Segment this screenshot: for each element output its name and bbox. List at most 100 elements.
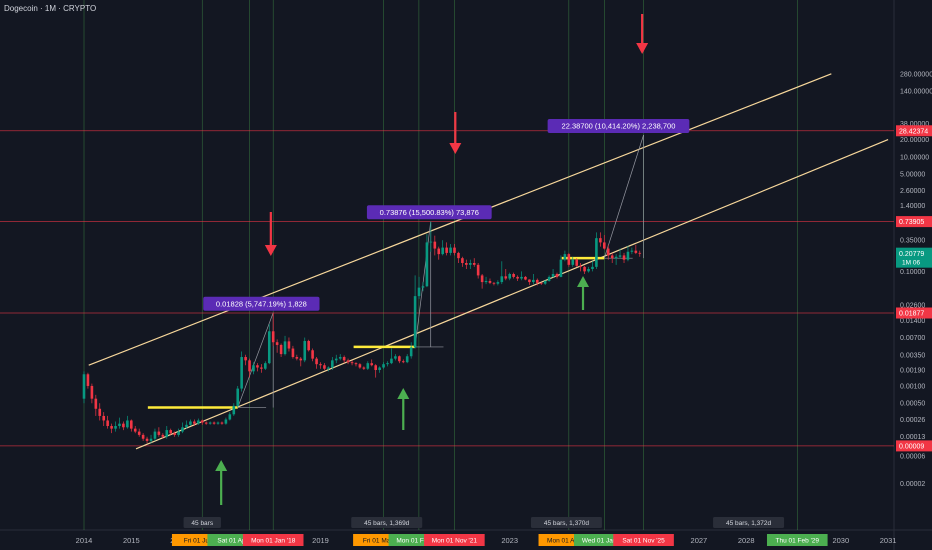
- svg-text:Fri 01 May '20: Fri 01 May '20: [363, 538, 404, 545]
- candle-body: [512, 273, 515, 277]
- svg-text:Mon 01 Apr '24: Mon 01 Apr '24: [547, 538, 591, 545]
- svg-text:0.73876 (15,500.83%) 73,876: 0.73876 (15,500.83%) 73,876: [380, 208, 479, 217]
- candle-body: [118, 423, 121, 427]
- y-tick-label: 0.02600: [900, 302, 925, 309]
- candle-body: [271, 331, 275, 343]
- candle-body: [204, 422, 208, 424]
- down-arrow-icon: [264, 212, 277, 256]
- date-label: Mon 01 Jan '18: [242, 534, 304, 546]
- measure-label: 0.73876 (15,500.83%) 73,876: [366, 205, 492, 220]
- y-tick-label: 0.10000: [900, 269, 925, 276]
- candle-body: [567, 254, 571, 265]
- candle-body: [492, 282, 496, 284]
- candle-body: [130, 420, 133, 429]
- bar-count-label: 45 bars, 1,372d: [713, 517, 785, 528]
- candle-body: [260, 367, 263, 369]
- channel-line-lower: [135, 138, 889, 450]
- candle-body: [591, 266, 594, 269]
- svg-text:Fri 01 Jul '16: Fri 01 Jul '16: [184, 538, 221, 545]
- y-tick-label: 0.35000: [900, 238, 925, 245]
- candle-body: [634, 250, 638, 253]
- svg-text:0.00009: 0.00009: [899, 443, 924, 450]
- candle-body: [157, 431, 161, 435]
- candle-body: [86, 374, 90, 386]
- candle-body: [520, 276, 523, 279]
- candle-body: [457, 252, 460, 259]
- x-tick-label: 2023: [501, 536, 518, 545]
- candle-body: [311, 350, 314, 359]
- candle-body: [405, 356, 409, 363]
- candle-body: [461, 258, 464, 263]
- candle-body: [169, 430, 173, 434]
- candle-body: [551, 273, 555, 277]
- x-tick-label: 2030: [832, 536, 849, 545]
- candle-body: [342, 357, 346, 361]
- x-axis[interactable]: 2014201520162017201820192020202120222023…: [76, 517, 897, 546]
- candle-body: [110, 426, 113, 429]
- y-tick-label: 0.00100: [900, 383, 925, 390]
- candle-body: [583, 266, 586, 272]
- candle-body: [295, 357, 299, 359]
- svg-text:45 bars: 45 bars: [191, 520, 213, 527]
- candle-body: [638, 252, 642, 254]
- candle-body: [232, 405, 236, 415]
- candle-body: [126, 420, 129, 428]
- candle-body: [398, 356, 401, 362]
- candle-body: [618, 255, 622, 257]
- y-tick-label: 140.00000: [900, 89, 932, 96]
- candle-body: [90, 385, 94, 399]
- candle-body: [319, 364, 322, 366]
- y-axis[interactable]: 280.00000 140.00000 38.00000 20.00000 10.000…: [896, 71, 932, 488]
- candle-body: [480, 275, 484, 283]
- svg-text:Thu 01 Feb '29: Thu 01 Feb '29: [776, 538, 820, 545]
- candle-body: [559, 259, 563, 277]
- candle-body: [323, 365, 326, 369]
- candle-body: [236, 388, 240, 406]
- candle-body: [390, 358, 393, 364]
- y-tick-label: 0.00002: [900, 481, 925, 488]
- candle-body: [504, 276, 508, 279]
- candle-body: [429, 241, 433, 243]
- candle-body: [394, 356, 397, 359]
- y-tick-label: 10.00000: [900, 154, 929, 161]
- candle-body: [421, 286, 425, 288]
- candle-body: [331, 360, 334, 368]
- y-tick-label: 0.00350: [900, 352, 925, 359]
- candle-body: [445, 247, 448, 253]
- x-tick-label: 2014: [76, 536, 93, 545]
- date-label: Mon 01 Nov '21: [424, 534, 485, 546]
- bar-count-label: 45 bars, 1,369d: [351, 517, 423, 528]
- vertical-markers: [83, 0, 798, 530]
- candle-body: [173, 433, 176, 435]
- up-arrow-icon: [215, 460, 228, 505]
- x-tick-label: 2019: [312, 536, 329, 545]
- svg-text:Sat 01 Nov '25: Sat 01 Nov '25: [622, 538, 665, 545]
- candle-body: [547, 276, 551, 281]
- price-label: 0.73905: [896, 216, 932, 228]
- candle-body: [516, 276, 519, 279]
- candle-body: [603, 242, 606, 249]
- price-label: 0.01877: [896, 307, 932, 319]
- bar-count-label: 45 bars, 1,370d: [530, 517, 602, 528]
- candle-body: [346, 360, 350, 363]
- candle-body: [437, 248, 441, 255]
- candle-body: [524, 276, 527, 280]
- candle-body: [587, 268, 590, 272]
- candle-body: [122, 423, 125, 428]
- candle-body: [579, 265, 582, 267]
- candle-body: [449, 247, 452, 253]
- candle-body: [382, 364, 385, 368]
- svg-text:45 bars, 1,370d: 45 bars, 1,370d: [544, 520, 590, 527]
- candle-body: [137, 431, 141, 435]
- y-tick-label: 38.00000: [900, 121, 929, 128]
- candle-body: [366, 363, 370, 369]
- trend-channel[interactable]: [88, 73, 889, 450]
- y-tick-label: 2.60000: [900, 188, 925, 195]
- measure-labels: 0.01828 (5,747.19%) 1,828 0.73876 (15,500…: [203, 118, 690, 311]
- up-arrow-icon: [577, 276, 590, 310]
- candle-body: [315, 358, 318, 365]
- candle-body: [417, 287, 421, 297]
